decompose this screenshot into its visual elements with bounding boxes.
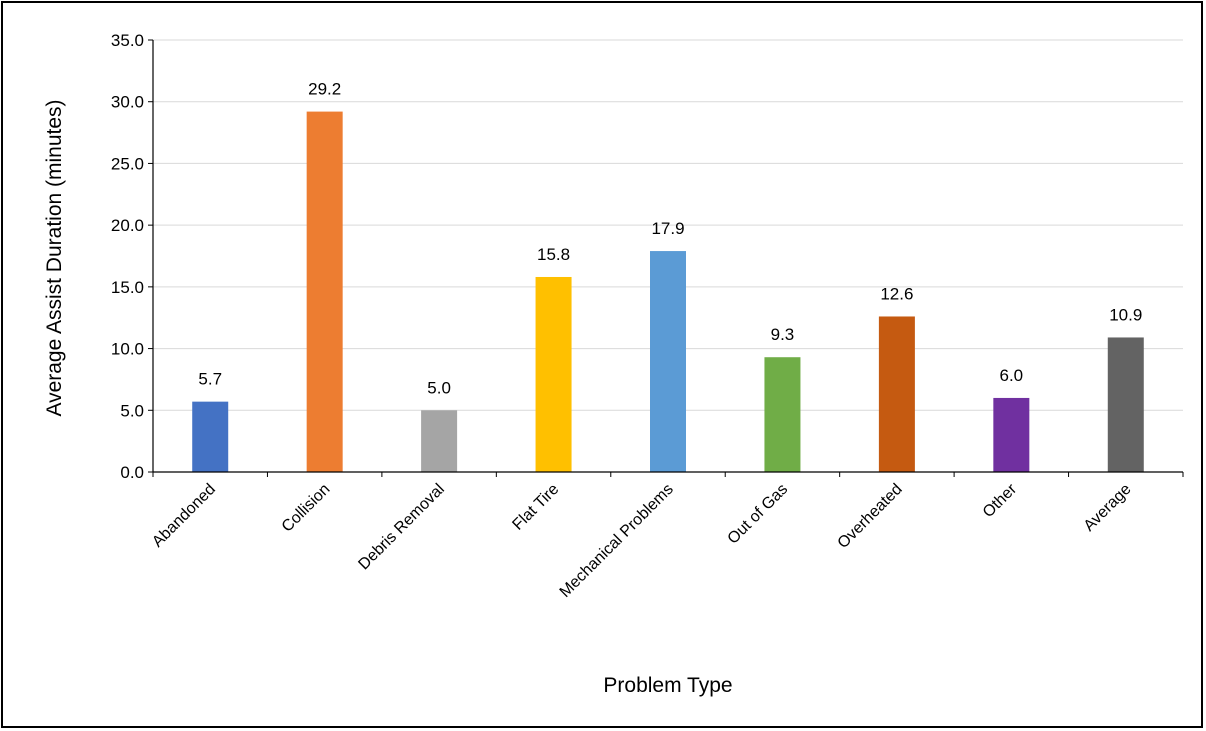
x-tick-label: Debris Removal (355, 481, 447, 573)
x-tick-label: Overheated (835, 481, 906, 552)
y-tick-label: 15.0 (111, 278, 144, 297)
data-labels: 5.7 29.2 5.0 15.8 17.9 9.3 12.6 6.0 10.9 (198, 80, 1142, 398)
bar-overheated (878, 316, 915, 472)
bar-other (993, 397, 1030, 472)
y-tick-label: 10.0 (111, 340, 144, 359)
y-tick-label: 20.0 (111, 216, 144, 235)
y-tick-label: 25.0 (111, 154, 144, 173)
x-tick-label: Out of Gas (725, 481, 792, 548)
bar-abandoned (192, 401, 229, 472)
y-tick-label: 30.0 (111, 93, 144, 112)
y-tick-label: 5.0 (120, 401, 144, 420)
y-tick-label: 0.0 (120, 463, 144, 482)
data-label: 10.9 (1109, 305, 1142, 324)
bar-collision (306, 111, 343, 473)
x-axis-title: Problem Type (603, 674, 732, 697)
x-tick-label: Average (1081, 481, 1135, 535)
bar-average (1107, 337, 1144, 472)
x-tick-label: Flat Tire (509, 481, 562, 534)
data-label: 9.3 (771, 325, 795, 344)
bar-out-of-gas (764, 357, 801, 472)
data-label: 5.0 (427, 378, 451, 397)
x-tick-label: Abandoned (149, 481, 219, 551)
data-label: 6.0 (1000, 366, 1024, 385)
bars (192, 111, 1144, 473)
axes (148, 39, 1184, 477)
bar-mechanical-problems (650, 251, 686, 472)
bar-debris-removal (421, 410, 458, 472)
x-tick-label: Collision (279, 481, 334, 536)
data-label: 12.6 (880, 284, 913, 303)
bar-flat-tire (535, 276, 572, 472)
data-label: 5.7 (198, 370, 222, 389)
y-tick-label: 35.0 (111, 31, 144, 50)
data-label: 15.8 (537, 245, 570, 264)
y-axis-title: Average Assist Duration (minutes) (43, 99, 66, 416)
x-tick-label: Mechanical Problems (557, 481, 677, 601)
x-axis-category-labels: Abandoned Collision Debris Removal Flat Tir… (149, 480, 1135, 601)
y-axis-ticks: 0.0 5.0 10.0 15.0 20.0 25.0 30.0 35.0 (111, 31, 144, 482)
data-label: 29.2 (308, 80, 341, 99)
x-tick-label: Other (980, 480, 1021, 521)
data-label: 17.9 (651, 219, 684, 238)
